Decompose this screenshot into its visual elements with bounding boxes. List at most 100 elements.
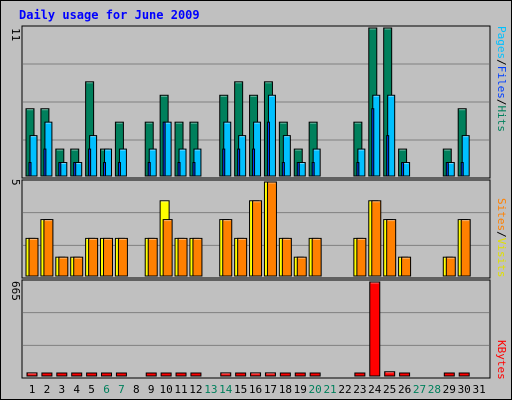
x-tick-label: 3 (58, 383, 65, 396)
sites-bar-7 (117, 237, 128, 277)
kbytes-bar-23-body (354, 372, 366, 377)
sites-bar-23-body (356, 237, 367, 277)
kbytes-bar-1 (26, 372, 38, 377)
pages-bar-12-body (192, 162, 196, 177)
kbytes-bar-2 (41, 372, 53, 377)
kbytes-bar-18 (279, 372, 291, 377)
kbytes-bar-16-body (250, 372, 262, 377)
sites-bar-9-body (147, 237, 158, 277)
kbytes-bar-17 (264, 372, 276, 377)
pages-bar-1 (28, 162, 32, 177)
files-bar-30-body (461, 135, 470, 177)
x-tick-label: 24 (368, 383, 382, 396)
kbytes-bar-10-body (160, 372, 172, 377)
kbytes-bar-29 (443, 372, 455, 377)
sites-bar-3-body (58, 256, 69, 277)
pages-bar-18-body (281, 162, 285, 177)
pages-bar-29-body (445, 162, 449, 177)
sites-bar-18-body (281, 237, 292, 277)
sites-bar-14-body (222, 219, 233, 277)
sites-bar-18 (281, 237, 292, 277)
sites-bar-25-body (386, 219, 397, 277)
pages-bar-1-body (28, 162, 32, 177)
pages-bar-11 (177, 162, 181, 177)
kbytes-bar-24-body (369, 281, 381, 377)
legend-sep-2: / (495, 99, 508, 106)
sites-bar-2-body (43, 219, 54, 277)
kbytes-bar-4-body (71, 372, 83, 377)
pages-bar-30-body (460, 162, 464, 177)
sites-bar-26 (401, 256, 412, 277)
legend-sep-3: / (495, 231, 508, 238)
kbytes-bar-5 (86, 372, 98, 377)
sites-bar-20 (311, 237, 322, 277)
bottom-legend-label: KBytes (495, 340, 508, 380)
kbytes-bar-25 (384, 371, 396, 377)
kbytes-bar-25-body (384, 371, 396, 377)
bottom-ymax-label: 665 (9, 281, 22, 301)
sites-bar-9 (147, 237, 158, 277)
pages-bar-2-body (43, 148, 47, 177)
legend-sites: Sites (495, 198, 508, 231)
kbytes-bar-30-body (458, 372, 470, 377)
files-bar-1 (29, 135, 38, 177)
sites-bar-30 (460, 219, 471, 277)
x-tick-label: 8 (133, 383, 140, 396)
sites-bar-3 (58, 256, 69, 277)
pages-bar-7 (117, 162, 121, 177)
pages-bar-24 (371, 108, 375, 177)
x-tick-label: 27 (413, 383, 426, 396)
files-bar-1-body (29, 135, 38, 177)
sites-bar-6 (103, 237, 114, 277)
kbytes-bar-9 (145, 372, 157, 377)
x-tick-label: 17 (264, 383, 277, 396)
sites-bar-24 (371, 200, 382, 277)
sites-bar-15 (237, 237, 248, 277)
kbytes-bar-14 (220, 372, 232, 377)
kbytes-bar-20 (309, 372, 321, 377)
kbytes-bar-17-body (264, 372, 276, 377)
kbytes-bar-19 (294, 372, 306, 377)
pages-bar-6-body (103, 162, 107, 177)
kbytes-bar-14-body (220, 372, 232, 377)
legend-pages: Pages (495, 26, 508, 59)
pages-bar-30 (460, 162, 464, 177)
kbytes-bar-19-body (294, 372, 306, 377)
x-tick-label: 18 (279, 383, 292, 396)
pages-bar-25-body (386, 135, 390, 177)
pages-bar-3 (58, 162, 62, 177)
sites-bar-29 (445, 256, 456, 277)
chart-panels (21, 25, 491, 379)
x-tick-label: 25 (383, 383, 396, 396)
bottom-panel-frame (21, 279, 491, 379)
x-tick-label: 21 (323, 383, 336, 396)
kbytes-bar-7 (115, 372, 127, 377)
files-bar-18-body (282, 135, 291, 177)
sites-bar-30-body (460, 219, 471, 277)
bottom-panel (21, 279, 491, 379)
legend-sep-1: / (495, 59, 508, 66)
sites-bar-2 (43, 219, 54, 277)
sites-bar-14 (222, 219, 233, 277)
pages-bar-9 (147, 162, 151, 177)
x-tick-label: 14 (219, 383, 233, 396)
pages-bar-17-body (266, 121, 270, 177)
pages-bar-16 (252, 148, 256, 177)
sites-bar-12 (192, 237, 203, 277)
sites-bar-19-body (296, 256, 307, 277)
legend-kbytes: KBytes (495, 340, 508, 380)
sites-bar-15-body (237, 237, 248, 277)
sites-bar-16 (252, 200, 263, 277)
pages-bar-3-body (58, 162, 62, 177)
sites-bar-19 (296, 256, 307, 277)
kbytes-bar-18-body (279, 372, 291, 377)
files-bar-30 (461, 135, 470, 177)
x-tick-label: 10 (160, 383, 173, 396)
pages-bar-14-body (222, 148, 226, 177)
x-tick-label: 19 (294, 383, 307, 396)
sites-bar-24-body (371, 200, 382, 277)
pages-bar-5 (88, 148, 92, 177)
kbytes-bar-26-body (399, 372, 411, 377)
pages-bar-20-body (311, 162, 315, 177)
kbytes-bar-1-body (26, 372, 38, 377)
